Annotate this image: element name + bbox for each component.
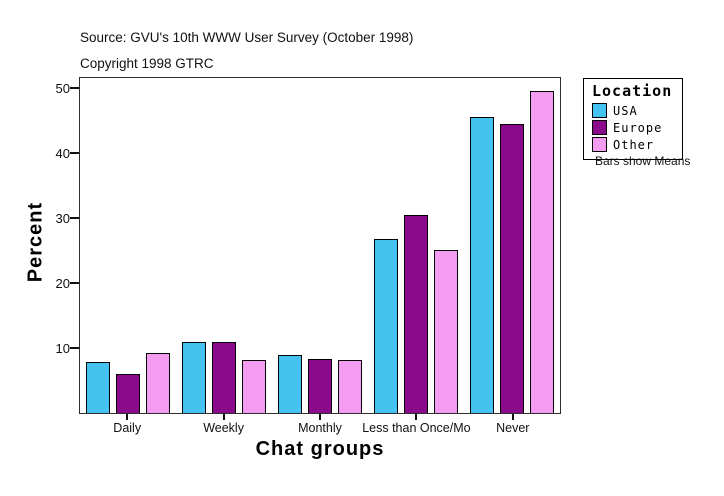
x-tick-label: Weekly [203, 421, 244, 435]
category-group-monthly [272, 78, 368, 413]
x-tick-label: Daily [113, 421, 142, 435]
legend-label: Other [613, 137, 655, 152]
bar-usa [278, 355, 302, 413]
category-group-daily [80, 78, 176, 413]
x-tick-mark [126, 414, 129, 420]
bar-other [530, 91, 554, 413]
x-tick-mark [319, 414, 321, 420]
y-tick-label: 10 [55, 341, 70, 356]
y-tick-label: 50 [55, 81, 70, 96]
source-text: Source: GVU's 10th WWW User Survey (Octo… [80, 30, 414, 45]
bar-usa [86, 362, 110, 413]
bar-europe [404, 215, 428, 413]
y-tick-mark [70, 347, 79, 349]
bar-europe [212, 342, 236, 413]
legend-label: USA [613, 103, 638, 118]
y-tick-mark [70, 282, 79, 284]
y-tick-mark [70, 87, 79, 89]
x-tick-label: Less than Once/Mo [362, 421, 471, 435]
x-axis-title: Chat groups [255, 438, 385, 460]
bar-other [146, 353, 170, 413]
legend-item-usa: USA [592, 103, 678, 118]
bar-europe [308, 359, 332, 413]
y-tick-label: 40 [55, 146, 70, 161]
category-group-weekly [176, 78, 272, 413]
bars-layer [80, 78, 560, 413]
bar-usa [374, 239, 398, 413]
x-tick-mark [511, 414, 514, 420]
plot-area [79, 77, 561, 414]
bar-usa [182, 342, 206, 413]
y-tick-label: 20 [55, 276, 70, 291]
legend-swatch-europe [592, 120, 607, 135]
y-tick-mark [70, 152, 79, 154]
bar-other [338, 360, 362, 413]
category-group-never [464, 78, 560, 413]
bar-other [434, 250, 458, 413]
legend-item-other: Other [592, 137, 678, 152]
legend-note: Bars show Means [595, 154, 691, 168]
bar-usa [470, 117, 494, 413]
y-tick-mark [70, 217, 79, 219]
copyright-text: Copyright 1998 GTRC [80, 56, 214, 71]
legend-item-europe: Europe [592, 120, 678, 135]
x-tick-label: Never [496, 421, 530, 435]
legend-title: Location [592, 82, 673, 100]
bar-other [242, 360, 266, 413]
legend-box: Location USA Europe Other [583, 78, 683, 160]
category-group-less-than-once-mo [368, 78, 464, 413]
legend-items: USA Europe Other [592, 103, 678, 152]
legend-label: Europe [613, 120, 663, 135]
bar-europe [116, 374, 140, 413]
legend-swatch-usa [592, 103, 607, 118]
x-tick-mark [222, 414, 225, 420]
y-tick-label: 30 [55, 211, 70, 226]
legend-swatch-other [592, 137, 607, 152]
x-tick-label: Monthly [298, 421, 342, 435]
bar-europe [500, 124, 524, 413]
x-tick-mark [415, 414, 418, 420]
